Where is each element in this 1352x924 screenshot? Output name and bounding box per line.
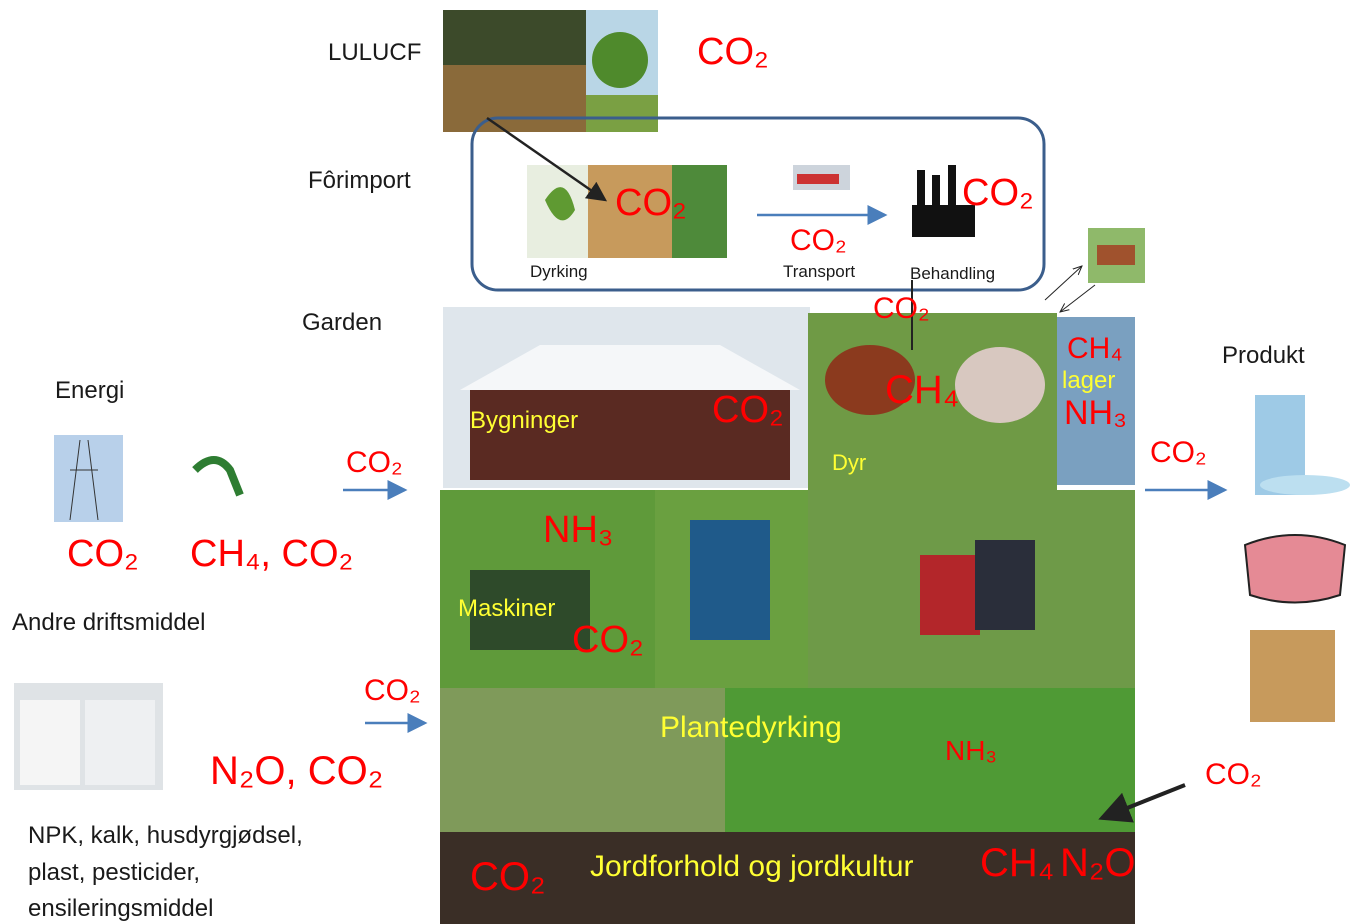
- emission: CO₂: [712, 389, 784, 431]
- emission: CO₂: [364, 674, 421, 707]
- emission: CO₂: [615, 182, 687, 224]
- emission: NH₃: [1064, 394, 1127, 432]
- emission: CO₂: [962, 172, 1034, 214]
- crops-label: Plantedyrking: [660, 711, 842, 744]
- input-item: plast, pesticider,: [28, 859, 200, 886]
- emission: CO₂: [470, 855, 546, 899]
- emission: CH₄: [885, 368, 959, 412]
- emission: CH₄: [1067, 332, 1123, 365]
- emission: CO₂: [1150, 436, 1207, 469]
- soil-label: Jordforhold og jordkultur: [590, 850, 914, 883]
- emission: CO₂: [572, 619, 644, 661]
- storage-label: lager: [1062, 367, 1115, 394]
- emission: N₂O: [1060, 841, 1136, 885]
- emission: CH₄, CO₂: [190, 533, 353, 575]
- step-label: Dyrking: [530, 262, 588, 281]
- machines-label: Maskiner: [458, 595, 555, 622]
- emission: CO₂: [873, 292, 930, 325]
- step-label: Behandling: [910, 264, 995, 283]
- step-label: Transport: [783, 262, 855, 281]
- emission: CO₂: [346, 446, 403, 479]
- buildings-label: Bygninger: [470, 407, 578, 434]
- lulucf-label: LULUCF: [328, 39, 421, 66]
- emission: CO₂: [790, 224, 847, 257]
- emission: NH₃: [543, 509, 613, 551]
- feed-import-label: Fôrimport: [308, 167, 411, 194]
- input-item: ensileringsmiddel: [28, 895, 213, 922]
- emission: NH₃: [945, 735, 997, 766]
- farm-label: Garden: [302, 309, 382, 336]
- energy-label: Energi: [55, 377, 124, 404]
- inputs-label: Andre driftsmiddel: [12, 609, 205, 636]
- diagram: LULUCF CO₂ Fôrimport CO₂ CO₂ CO₂ Dyrking…: [0, 0, 1352, 924]
- input-item: NPK, kalk, husdyrgjødsel,: [28, 822, 303, 849]
- emission: N₂O, CO₂: [210, 749, 383, 793]
- emission: CO₂: [697, 31, 769, 73]
- animals-label: Dyr: [832, 450, 866, 475]
- emission: CO₂: [67, 533, 139, 575]
- emission: CH₄: [980, 841, 1054, 885]
- emission: CO₂: [1205, 758, 1262, 791]
- product-label: Produkt: [1222, 342, 1305, 369]
